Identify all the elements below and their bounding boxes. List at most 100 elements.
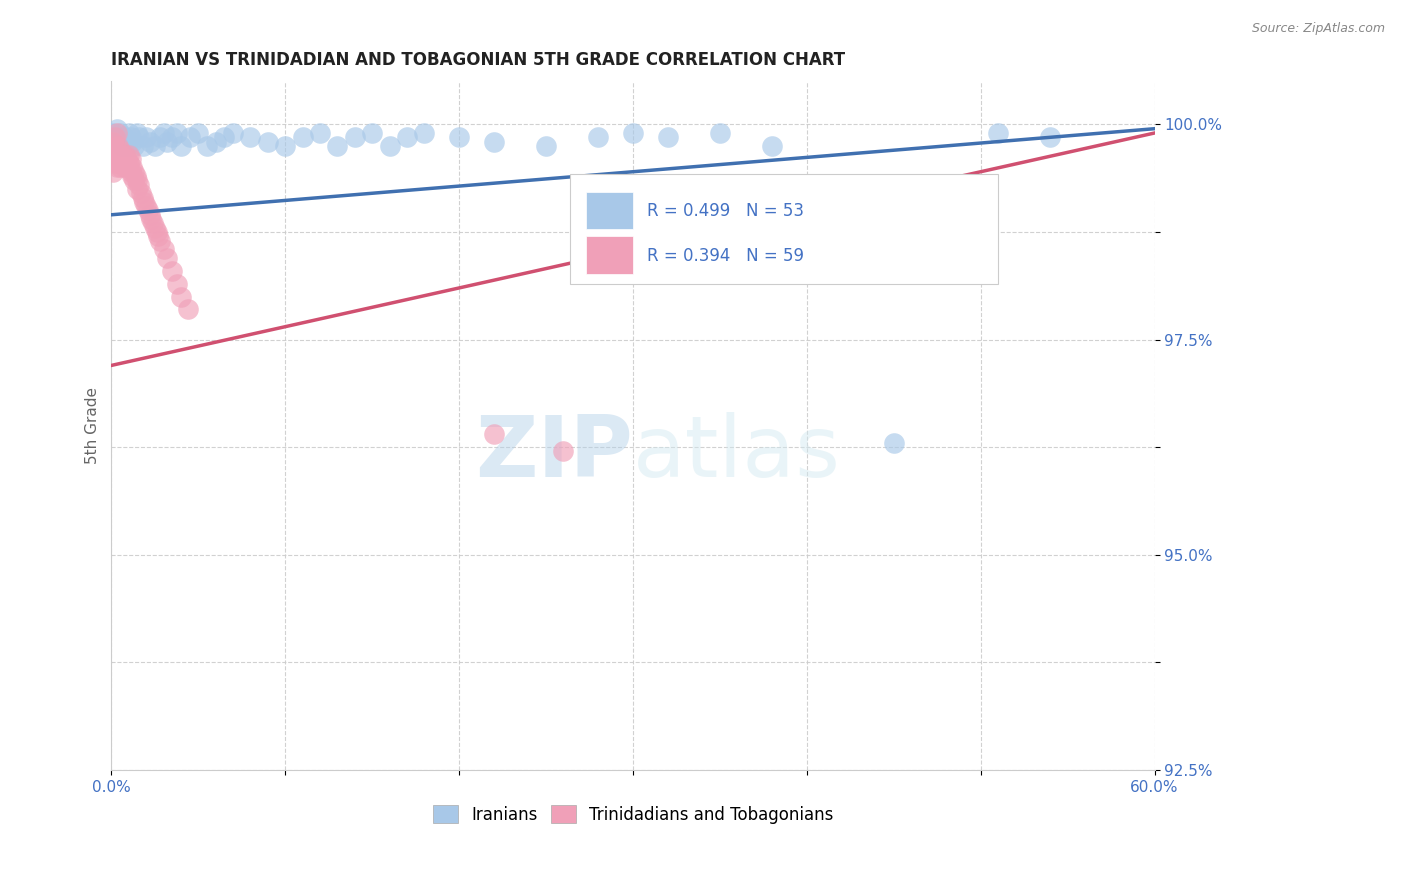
- Point: [105, 121, 128, 136]
- Point: [553, 444, 575, 458]
- Point: [115, 139, 138, 153]
- Point: [149, 130, 172, 145]
- Point: [101, 152, 124, 166]
- Point: [120, 130, 142, 145]
- Point: [104, 139, 127, 153]
- Point: [156, 135, 179, 149]
- Point: [621, 126, 644, 140]
- Point: [115, 152, 138, 166]
- Point: [761, 139, 783, 153]
- Point: [121, 135, 143, 149]
- Point: [121, 169, 143, 183]
- Point: [195, 139, 218, 153]
- Point: [134, 194, 156, 209]
- Point: [162, 264, 184, 278]
- Point: [101, 165, 124, 179]
- Point: [987, 126, 1010, 140]
- Point: [239, 130, 262, 145]
- Point: [309, 126, 332, 140]
- Point: [449, 130, 471, 145]
- Point: [112, 161, 135, 175]
- Point: [105, 152, 128, 166]
- Point: [152, 242, 174, 256]
- Point: [118, 147, 141, 161]
- Point: [127, 173, 149, 187]
- Point: [143, 139, 166, 153]
- FancyBboxPatch shape: [571, 174, 998, 285]
- Point: [326, 139, 349, 153]
- Point: [413, 126, 436, 140]
- Point: [214, 130, 236, 145]
- Point: [136, 203, 159, 218]
- Point: [127, 182, 149, 196]
- Point: [112, 152, 135, 166]
- Point: [657, 130, 679, 145]
- Point: [156, 251, 179, 265]
- Point: [145, 225, 167, 239]
- Point: [107, 130, 129, 145]
- Point: [166, 277, 188, 291]
- Point: [105, 126, 128, 140]
- Point: [120, 165, 142, 179]
- Point: [118, 156, 141, 170]
- Point: [111, 147, 134, 161]
- Point: [101, 126, 124, 140]
- Point: [127, 126, 149, 140]
- Point: [129, 186, 152, 201]
- Point: [170, 289, 193, 303]
- Point: [177, 302, 200, 317]
- Point: [170, 139, 193, 153]
- Point: [112, 130, 135, 145]
- Point: [104, 156, 127, 170]
- Point: [361, 126, 384, 140]
- Point: [343, 130, 366, 145]
- Point: [122, 173, 145, 187]
- Point: [135, 199, 157, 213]
- Point: [138, 208, 160, 222]
- Point: [257, 135, 280, 149]
- Point: [128, 178, 150, 192]
- Y-axis label: 5th Grade: 5th Grade: [86, 387, 100, 464]
- FancyBboxPatch shape: [586, 192, 633, 229]
- Point: [142, 216, 165, 230]
- Point: [586, 130, 609, 145]
- Point: [131, 139, 153, 153]
- Text: atlas: atlas: [633, 412, 841, 495]
- Point: [179, 130, 201, 145]
- Text: ZIP: ZIP: [475, 412, 633, 495]
- Point: [122, 139, 145, 153]
- Point: [105, 143, 128, 157]
- Point: [121, 161, 143, 175]
- Point: [378, 139, 401, 153]
- Point: [883, 436, 905, 450]
- Text: R = 0.499   N = 53: R = 0.499 N = 53: [647, 202, 804, 219]
- Point: [115, 161, 138, 175]
- Point: [107, 139, 129, 153]
- Point: [108, 152, 131, 166]
- Legend: Iranians, Trinidadians and Tobagonians: Iranians, Trinidadians and Tobagonians: [433, 805, 834, 823]
- Point: [149, 234, 172, 248]
- Point: [148, 229, 170, 244]
- Point: [274, 139, 297, 153]
- Point: [108, 161, 131, 175]
- Text: IRANIAN VS TRINIDADIAN AND TOBAGONIAN 5TH GRADE CORRELATION CHART: IRANIAN VS TRINIDADIAN AND TOBAGONIAN 5T…: [111, 51, 845, 69]
- Text: R = 0.394   N = 59: R = 0.394 N = 59: [647, 246, 804, 265]
- Point: [111, 139, 134, 153]
- Point: [107, 152, 129, 166]
- Point: [204, 135, 226, 149]
- Point: [108, 143, 131, 157]
- Point: [534, 139, 557, 153]
- Point: [222, 126, 245, 140]
- Point: [709, 126, 731, 140]
- Point: [131, 190, 153, 204]
- Point: [152, 126, 174, 140]
- Point: [111, 156, 134, 170]
- Point: [143, 220, 166, 235]
- Point: [108, 126, 131, 140]
- Point: [125, 169, 148, 183]
- Point: [395, 130, 418, 145]
- Point: [482, 135, 505, 149]
- Point: [114, 156, 136, 170]
- Point: [162, 130, 184, 145]
- Point: [104, 130, 127, 145]
